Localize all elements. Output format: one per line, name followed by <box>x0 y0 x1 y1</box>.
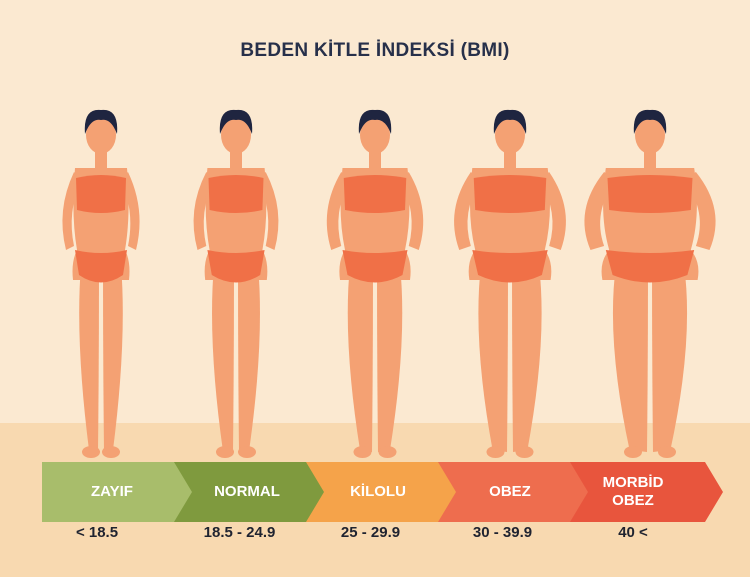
range-label-normal: 18.5 - 24.9 <box>203 524 276 541</box>
arrow-zayif <box>42 462 195 522</box>
body-figures <box>62 109 716 458</box>
thin-woman-figure <box>62 109 140 458</box>
page-title: BEDEN KİTLE İNDEKSİ (BMI) <box>240 40 510 61</box>
arrow-label-zayif: ZAYIF <box>91 483 133 500</box>
arrow-morbid-obez <box>570 462 723 522</box>
overweight-woman-figure <box>326 109 424 458</box>
arrow-label-kilolu: KİLOLU <box>350 483 406 500</box>
arrow-obez <box>438 462 591 522</box>
range-label-kilolu: 25 - 29.9 <box>340 524 401 541</box>
range-label-obez: 30 - 39.9 <box>472 524 533 541</box>
normal-woman-figure <box>193 109 279 458</box>
arrow-label-normal: NORMAL <box>214 483 280 500</box>
arrow-label-morbid-obez: MORBİD OBEZ <box>602 474 664 509</box>
category-arrows <box>42 462 723 522</box>
range-label-morbid-obez: 40 < <box>618 524 648 541</box>
arrow-label-obez: OBEZ <box>489 483 531 500</box>
arrow-normal <box>174 462 327 522</box>
obese-woman-figure <box>454 109 566 458</box>
morbid-obese-woman-figure <box>584 109 716 458</box>
arrow-kilolu <box>306 462 459 522</box>
range-label-zayif: < 18.5 <box>75 524 119 541</box>
